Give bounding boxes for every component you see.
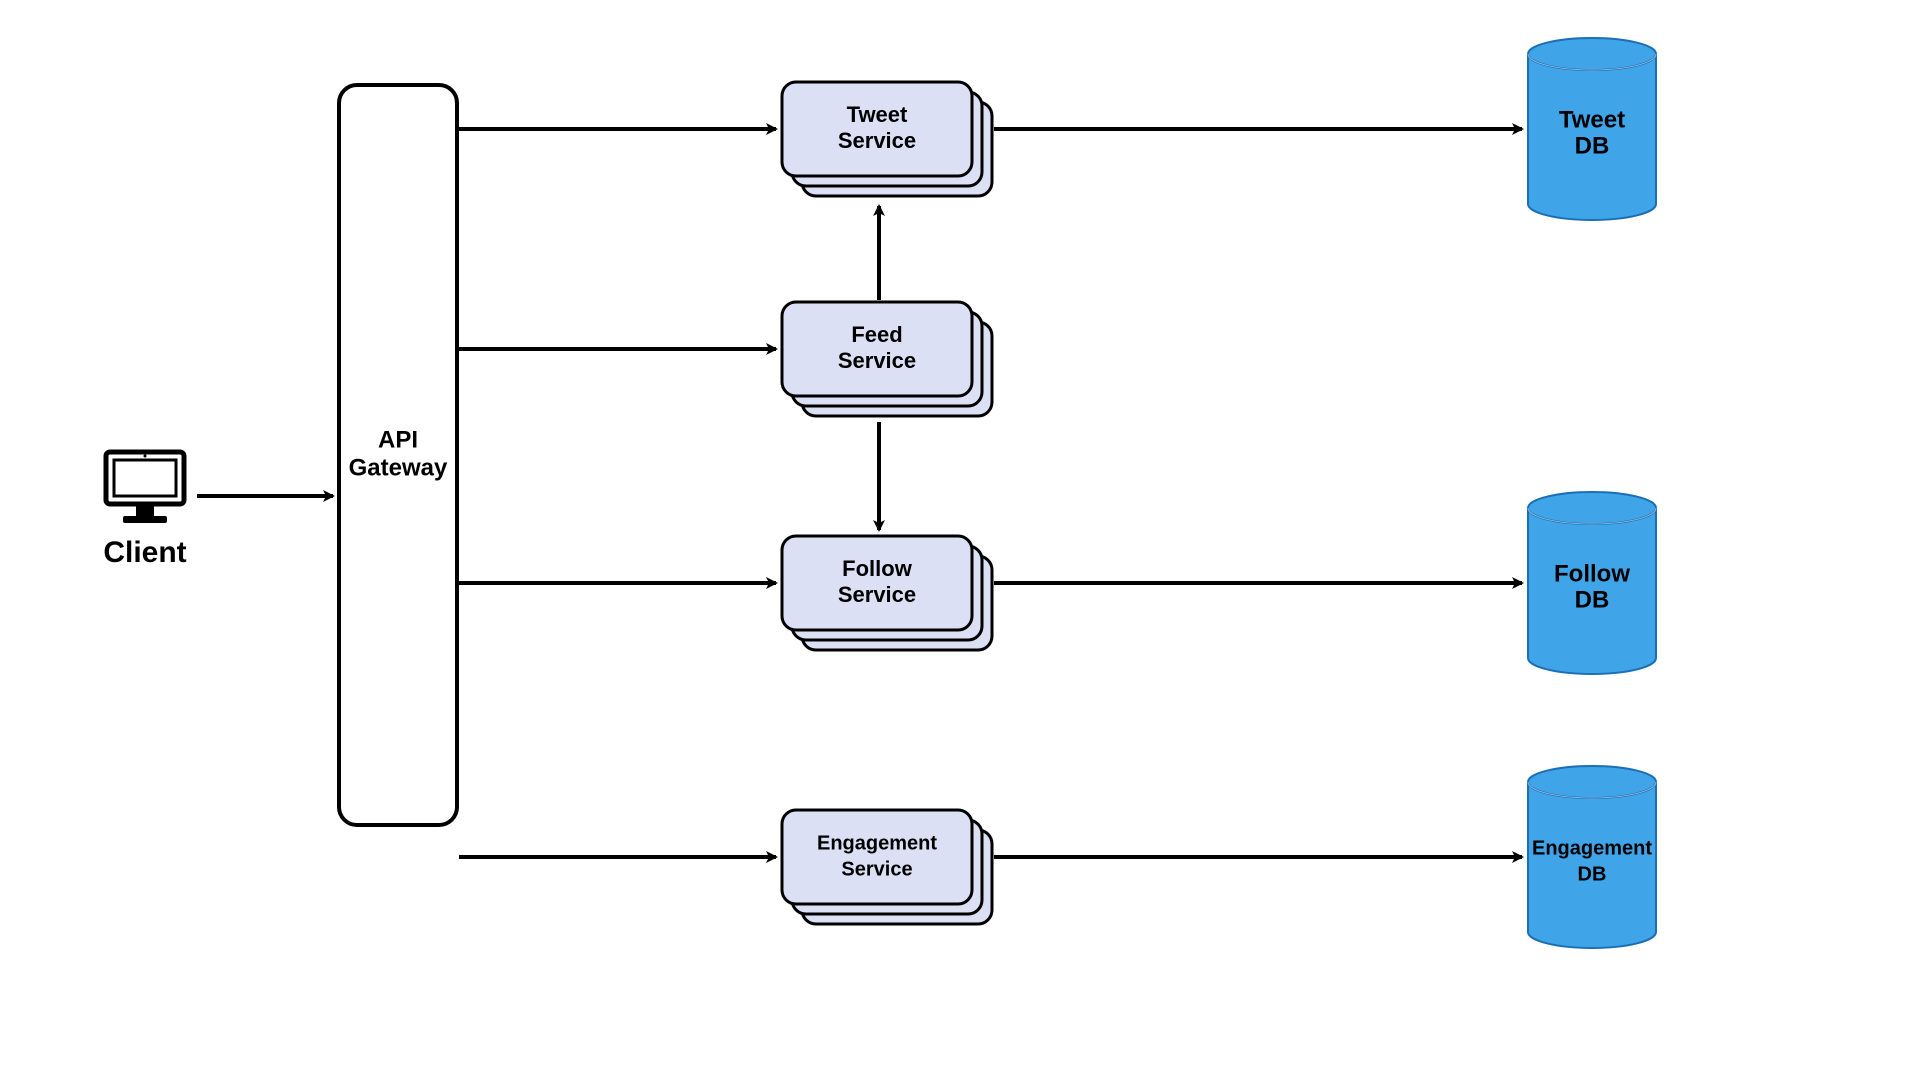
feed-service-label-2: Service	[838, 348, 916, 373]
engage-service-node: Engagement Service	[782, 810, 992, 924]
follow-service-label-1: Follow	[842, 556, 913, 581]
engage-service-label-1: Engagement	[817, 832, 937, 854]
follow-db-node: FollowDB	[1528, 492, 1656, 674]
feed-service-node: FeedService	[782, 302, 992, 416]
client-label: Client	[103, 536, 186, 569]
engage-service-label-2: Service	[841, 858, 912, 880]
api-gateway-label-1: API	[378, 426, 418, 453]
tweet-db-node: TweetDB	[1528, 38, 1656, 220]
client-node: Client	[103, 452, 186, 569]
engage-db-label-1: Engagement	[1532, 837, 1652, 859]
feed-service-label-1: Feed	[851, 322, 902, 347]
tweet-service-label-1: Tweet	[847, 102, 908, 127]
follow-service-node: FollowService	[782, 536, 992, 650]
tweet-db-label-2: DB	[1575, 132, 1610, 159]
follow-service-label-2: Service	[838, 582, 916, 607]
tweet-db-label-1: Tweet	[1559, 106, 1625, 133]
api-gateway-node: APIGateway	[339, 85, 457, 825]
api-gateway-label-2: Gateway	[349, 454, 448, 481]
engage-db-node: Engagement DB	[1528, 766, 1656, 948]
follow-db-label-2: DB	[1575, 586, 1610, 613]
engage-db-label-2: DB	[1578, 863, 1607, 885]
architecture-diagram: ClientAPIGatewayTweetServiceTweetDBFeedS…	[0, 0, 1920, 1080]
tweet-service-node: TweetService	[782, 82, 992, 196]
follow-db-label-1: Follow	[1554, 560, 1630, 587]
tweet-service-label-2: Service	[838, 128, 916, 153]
